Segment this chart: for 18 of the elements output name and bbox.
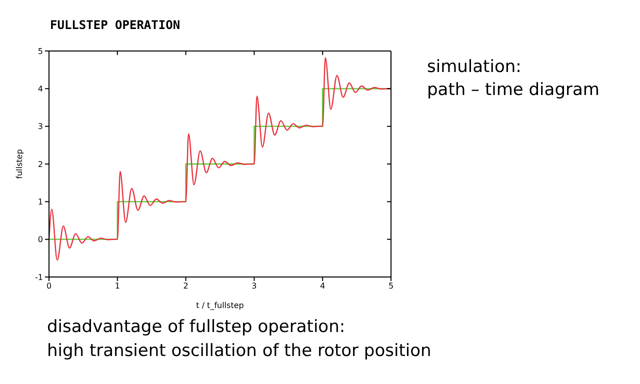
y-tick-label: -1 [35,272,43,282]
y-axis-title: fullstep [14,149,24,179]
x-tick-label: 5 [388,282,394,291]
y-tick-label: 5 [38,46,43,56]
y-tick-label: 0 [38,235,43,244]
y-tick-label: 3 [38,122,43,132]
chart-title: FULLSTEP OPERATION [50,18,180,32]
x-tick-label: 3 [252,282,257,291]
y-tick-label: 4 [38,84,43,94]
x-tick-label: 0 [46,282,52,291]
y-tick-label: 2 [38,160,43,169]
text: disadvantage of fullstep operation: high transient oscillation of the rotor position [47,316,432,363]
x-tick-label: 4 [320,282,326,291]
x-axis-title: t / t_fullstep [196,301,244,310]
y-tick-label: 1 [38,198,43,207]
x-tick-label: 2 [183,282,188,291]
text: simulation: path – time diagram [427,56,600,102]
x-tick-label: 1 [114,282,120,291]
